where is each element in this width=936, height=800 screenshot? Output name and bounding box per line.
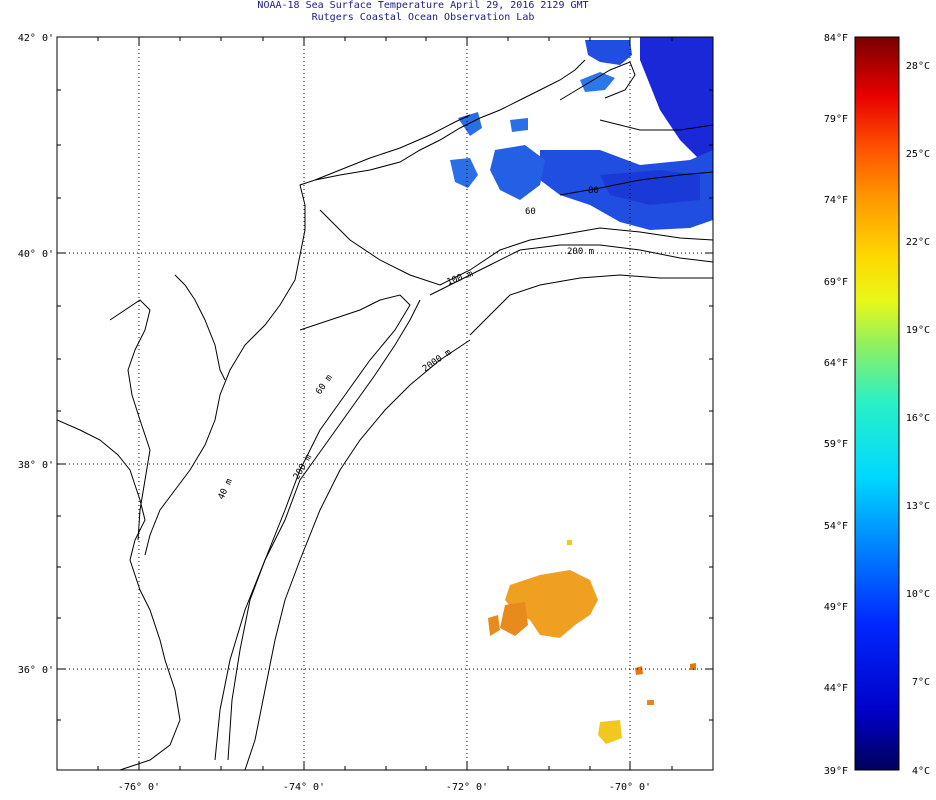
colorbar-c-label: 28°C	[906, 61, 930, 72]
shelf-contour-80	[559, 171, 713, 196]
coastline-delmarva	[144, 59, 586, 556]
colorbar-c-label: 19°C	[906, 325, 930, 336]
shelf-edge-gulf-of-maine	[599, 119, 713, 131]
colorbar-c-label: 7°C	[912, 677, 930, 688]
long-island	[314, 114, 471, 181]
isobath-label: 200 m	[292, 453, 314, 481]
isobath-2000m	[469, 274, 713, 336]
isobath-label: 80	[588, 186, 599, 196]
cold-water-patch-shelf	[450, 112, 713, 230]
isobath-label: 60 m	[314, 373, 335, 397]
colorbar-f-label: 84°F	[824, 33, 848, 44]
colorbar-c-label: 4°C	[912, 766, 930, 777]
colorbar-f-label: 59°F	[824, 439, 848, 450]
colorbar-c-label: 22°C	[906, 237, 930, 248]
graticule	[57, 37, 713, 770]
colorbar-f-label: 44°F	[824, 683, 848, 694]
colorbar: 84°F 79°F 74°F 69°F 64°F 59°F 54°F 49°F …	[824, 33, 930, 777]
colorbar-f-label: 79°F	[824, 114, 848, 125]
colorbar-f-label: 39°F	[824, 766, 848, 777]
delaware-bay	[174, 274, 226, 381]
lat-label: 38° 0'	[18, 460, 54, 471]
isobath-label: 200 m	[567, 247, 594, 257]
chesapeake-bay	[109, 299, 151, 541]
isobath-100m	[429, 244, 713, 296]
isobath-2000m-south	[244, 339, 471, 770]
colorbar-c-label: 16°C	[906, 413, 930, 424]
map-title: NOAA-18 Sea Surface Temperature April 29…	[257, 0, 589, 11]
lon-label: -76° 0'	[118, 782, 160, 793]
isobath-200m	[227, 299, 421, 761]
lat-label: 36° 0'	[18, 665, 54, 676]
warm-water-eddy	[488, 540, 696, 744]
colorbar-f-label: 54°F	[824, 521, 848, 532]
lat-label: 40° 0'	[18, 249, 54, 260]
colorbar-c-label: 10°C	[906, 589, 930, 600]
coastline-mainland	[57, 419, 181, 770]
coastline-layer	[57, 59, 713, 770]
isobath-label: 100 m	[446, 269, 475, 288]
cold-water-patch-gulf-of-maine	[580, 37, 713, 170]
isobath-label: 2000 m	[421, 348, 453, 375]
lon-label: -72° 0'	[446, 782, 488, 793]
colorbar-f-label: 64°F	[824, 358, 848, 369]
map-subtitle: Rutgers Coastal Ocean Observation Lab	[311, 12, 535, 23]
axis-ticks	[57, 36, 713, 770]
colorbar-c-label: 25°C	[906, 149, 930, 160]
inner-shelf-contour	[319, 209, 713, 286]
colorbar-f-label: 69°F	[824, 277, 848, 288]
lon-label: -74° 0'	[283, 782, 325, 793]
map-frame	[56, 36, 714, 771]
isobath-label: 60	[525, 207, 536, 217]
colorbar-c-label: 13°C	[906, 501, 930, 512]
isobath-60m	[214, 294, 411, 761]
sst-data-layer	[450, 37, 713, 744]
lon-label: -70° 0'	[609, 782, 651, 793]
lat-label: 42° 0'	[18, 33, 54, 44]
colorbar-f-label: 74°F	[824, 195, 848, 206]
colorbar-f-label: 49°F	[824, 602, 848, 613]
isobath-label: 40 m	[217, 477, 235, 501]
colorbar-gradient	[854, 36, 900, 771]
